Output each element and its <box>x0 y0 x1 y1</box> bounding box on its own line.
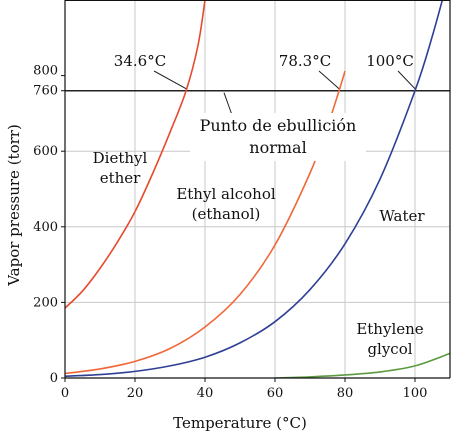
series-label: Ethyl alcohol <box>176 185 276 203</box>
callout-text: normal <box>249 138 306 157</box>
y-tick-label: 200 <box>33 295 58 310</box>
x-tick-label: 60 <box>267 386 284 401</box>
plot-area <box>65 0 450 378</box>
callout-leader <box>223 92 233 116</box>
series-label: glycol <box>367 340 412 358</box>
boiling-point-label: 34.6°C <box>114 52 166 70</box>
x-tick-label: 0 <box>61 386 69 401</box>
x-tick-label: 40 <box>197 386 214 401</box>
x-axis-title: Temperature (°C) <box>173 414 307 432</box>
boiling-point-leader <box>153 70 187 90</box>
series-label: Water <box>379 207 425 225</box>
series-label: Ethylene <box>356 320 423 338</box>
boiling-point-leader <box>397 70 416 90</box>
annotations: 34.6°C 78.3°C 100°C Diethyl ether Ethyl alcoh… <box>93 52 426 358</box>
boiling-point-leader <box>318 70 340 90</box>
tick-labels: 0 20 40 60 80 100 0 200 400 600 760 800 <box>33 64 427 401</box>
grid <box>65 0 450 378</box>
callout-text: Punto de ebullición <box>200 116 357 135</box>
axes <box>64 0 451 379</box>
x-tick-label: 20 <box>127 386 144 401</box>
series-line-ethylene-glycol <box>274 352 450 378</box>
y-tick-label: 600 <box>33 144 58 159</box>
y-tick-label: 0 <box>50 371 58 386</box>
x-tick-label: 100 <box>403 386 428 401</box>
y-tick-label: 800 <box>33 64 58 79</box>
series-label: (ethanol) <box>192 205 261 223</box>
callout-box <box>190 113 366 161</box>
series-label: ether <box>100 169 141 187</box>
series-label: Diethyl <box>93 149 148 167</box>
y-tick-label: 400 <box>33 220 58 235</box>
y-axis-title: Vapor pressure (torr) <box>5 124 23 287</box>
series-line-water <box>65 0 444 378</box>
series-line-diethyl-ether <box>65 0 206 309</box>
y-tick-label: 760 <box>33 84 58 99</box>
x-tick-label: 80 <box>337 386 354 401</box>
boiling-point-label: 100°C <box>366 52 414 70</box>
boiling-point-label: 78.3°C <box>279 52 331 70</box>
